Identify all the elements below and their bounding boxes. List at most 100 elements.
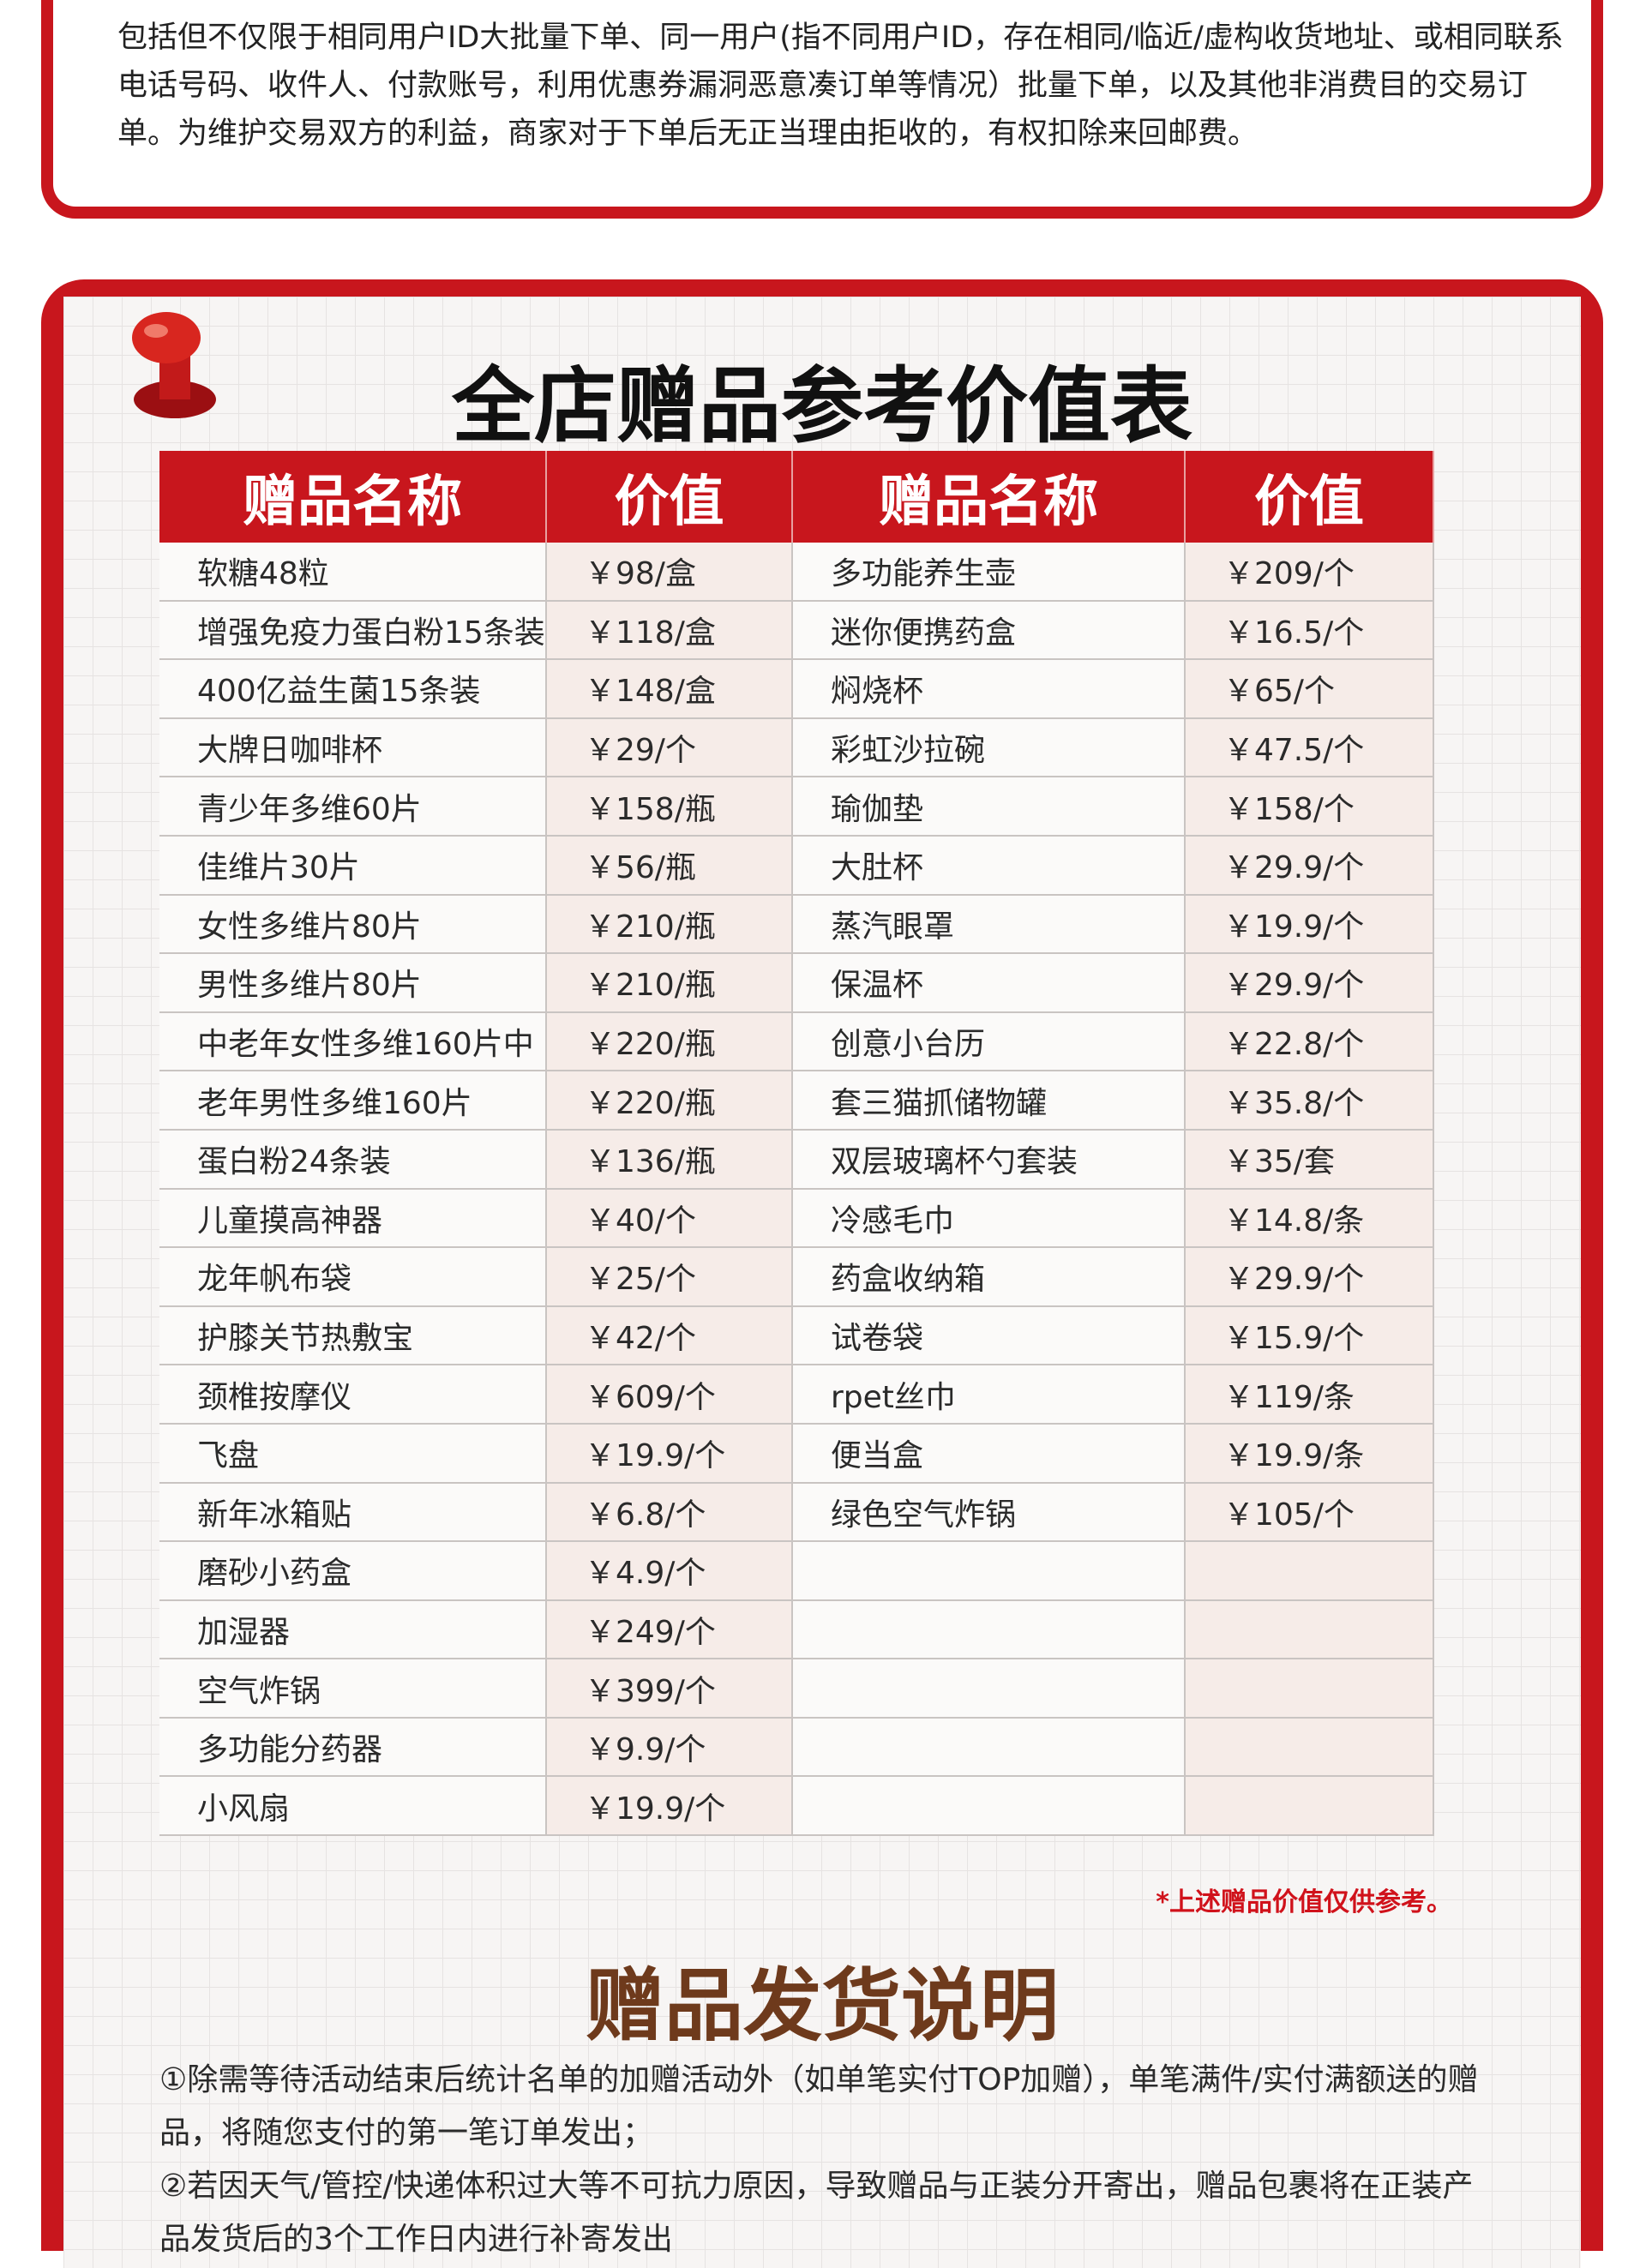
gift-name: 软糖48粒 [159, 543, 547, 600]
gift-value: ￥19.9/条 [1186, 1424, 1434, 1482]
shipping-item: ②若因天气/管控/快递体积过大等不可抗力原因，导致赠品与正装分开寄出，赠品包裹将… [159, 2169, 1474, 2257]
paper: 全店赠品参考价值表 赠品名称 价值 赠品名称 价值 软糖48粒 ￥98/盒 多功能养生壶 ￥2… [63, 297, 1581, 2268]
gift-value [1186, 1777, 1434, 1835]
gift-name: 创意小台历 [793, 1012, 1186, 1071]
gift-value: ￥209/个 [1186, 543, 1434, 600]
table-row: 大牌日咖啡杯 ￥29/个 彩虹沙拉碗 ￥47.5/个 [159, 718, 1434, 778]
gift-value: ￥6.8/个 [547, 1483, 793, 1541]
gift-value: ￥56/瓶 [547, 836, 793, 894]
gift-name: 加湿器 [159, 1600, 547, 1659]
gift-card: 全店赠品参考价值表 赠品名称 价值 赠品名称 价值 软糖48粒 ￥98/盒 多功能养生壶 ￥2… [41, 279, 1603, 2268]
gift-name [793, 1777, 1186, 1835]
gift-value [1186, 1542, 1434, 1599]
gift-value: ￥105/个 [1186, 1483, 1434, 1541]
table-note: *上述赠品价值仅供参考。 [1156, 1887, 1452, 1917]
gift-name: 增强免疫力蛋白粉15条装 [159, 601, 547, 659]
gift-value: ￥249/个 [547, 1600, 793, 1659]
gift-name: 中老年女性多维160片中 [159, 1012, 547, 1071]
gift-value: ￥29.9/个 [1186, 1248, 1434, 1305]
gift-value [1186, 1718, 1434, 1776]
gift-name: 药盒收纳箱 [793, 1248, 1186, 1305]
gift-value [1186, 1600, 1434, 1659]
gift-table: 赠品名称 价值 赠品名称 价值 软糖48粒 ￥98/盒 多功能养生壶 ￥209/个 增强免疫力蛋… [159, 451, 1434, 1837]
gift-name: 保温杯 [793, 954, 1186, 1011]
gift-value: ￥9.9/个 [547, 1718, 793, 1776]
gift-name: 套三猫抓储物罐 [793, 1071, 1186, 1129]
header-cell: 价值 [1186, 451, 1434, 543]
gift-name: 多功能分药器 [159, 1718, 547, 1776]
gift-value: ￥98/盒 [547, 543, 793, 600]
gift-name [793, 1659, 1186, 1717]
table-row: 磨砂小药盒 ￥4.9/个 [159, 1542, 1434, 1601]
table-row: 女性多维片80片 ￥210/瓶 蒸汽眼罩 ￥19.9/个 [159, 895, 1434, 955]
header-cell: 赠品名称 [793, 451, 1186, 543]
gift-value: ￥136/瓶 [547, 1130, 793, 1188]
table-row: 青少年多维60片 ￥158/瓶 瑜伽垫 ￥158/个 [159, 777, 1434, 837]
gift-name: 小风扇 [159, 1777, 547, 1835]
gift-value: ￥35.8/个 [1186, 1071, 1434, 1129]
gift-value: ￥148/盒 [547, 660, 793, 717]
gift-name [793, 1542, 1186, 1599]
table-row: 护膝关节热敷宝 ￥42/个 试卷袋 ￥15.9/个 [159, 1306, 1434, 1366]
shipping-notes: ①除需等待活动结束后统计名单的加赠活动外（如单笔实付TOP加赠），单笔满件/实付… [159, 2054, 1497, 2266]
gift-value: ￥220/瓶 [547, 1071, 793, 1129]
gift-name: 磨砂小药盒 [159, 1542, 547, 1599]
pushpin [132, 312, 216, 418]
gift-value: ￥220/瓶 [547, 1012, 793, 1071]
gift-value: ￥4.9/个 [547, 1542, 793, 1599]
gift-value: ￥22.8/个 [1186, 1012, 1434, 1071]
gift-value: ￥399/个 [547, 1659, 793, 1717]
gift-name: 冷感毛巾 [793, 1189, 1186, 1247]
gift-value: ￥19.9/个 [547, 1777, 793, 1835]
table-row: 软糖48粒 ￥98/盒 多功能养生壶 ￥209/个 [159, 543, 1434, 602]
gift-name: 便当盒 [793, 1424, 1186, 1482]
table-row: 400亿益生菌15条装 ￥148/盒 焖烧杯 ￥65/个 [159, 660, 1434, 719]
gift-value: ￥25/个 [547, 1248, 793, 1305]
gift-name: 飞盘 [159, 1424, 547, 1482]
gift-value: ￥119/条 [1186, 1365, 1434, 1423]
table-row: 老年男性多维160片 ￥220/瓶 套三猫抓储物罐 ￥35.8/个 [159, 1071, 1434, 1131]
gift-value: ￥29/个 [547, 718, 793, 777]
shipping-title: 赠品发货说明 [585, 1960, 1059, 2052]
gift-value: ￥16.5/个 [1186, 601, 1434, 659]
notice-card: 包括但不仅限于相同用户ID大批量下单、同一用户(指不同用户ID，存在相同/临近/… [41, 0, 1603, 219]
gift-name: 多功能养生壶 [793, 543, 1186, 600]
table-row: 颈椎按摩仪 ￥609/个 rpet丝巾 ￥119/条 [159, 1365, 1434, 1425]
gift-name: 彩虹沙拉碗 [793, 718, 1186, 777]
header-cell: 价值 [547, 451, 793, 543]
gift-name: 龙年帆布袋 [159, 1248, 547, 1305]
gift-value: ￥29.9/个 [1186, 954, 1434, 1011]
gift-name: 佳维片30片 [159, 836, 547, 894]
gift-value: ￥65/个 [1186, 660, 1434, 717]
header-cell: 赠品名称 [159, 451, 547, 543]
gift-value: ￥19.9/个 [1186, 895, 1434, 953]
gift-name: 新年冰箱贴 [159, 1483, 547, 1541]
gift-value: ￥35/套 [1186, 1130, 1434, 1188]
gift-name: 绿色空气炸锅 [793, 1483, 1186, 1541]
table-row: 龙年帆布袋 ￥25/个 药盒收纳箱 ￥29.9/个 [159, 1248, 1434, 1307]
gift-name: 蛋白粉24条装 [159, 1130, 547, 1188]
gift-name: 试卷袋 [793, 1306, 1186, 1365]
table-row: 增强免疫力蛋白粉15条装 ￥118/盒 迷你便携药盒 ￥16.5/个 [159, 601, 1434, 661]
gift-name: 大牌日咖啡杯 [159, 718, 547, 777]
gift-value: ￥210/瓶 [547, 954, 793, 1011]
gift-name: 护膝关节热敷宝 [159, 1306, 547, 1365]
gift-value: ￥158/瓶 [547, 777, 793, 835]
table-row: 蛋白粉24条装 ￥136/瓶 双层玻璃杯勺套装 ￥35/套 [159, 1130, 1434, 1190]
table-title: 全店赠品参考价值表 [452, 358, 1192, 454]
gift-name: 女性多维片80片 [159, 895, 547, 953]
table-row: 新年冰箱贴 ￥6.8/个 绿色空气炸锅 ￥105/个 [159, 1483, 1434, 1543]
page: 包括但不仅限于相同用户ID大批量下单、同一用户(指不同用户ID，存在相同/临近/… [41, 0, 1603, 2268]
gift-name: 青少年多维60片 [159, 777, 547, 835]
gift-name: 儿童摸高神器 [159, 1189, 547, 1247]
gift-name: 400亿益生菌15条装 [159, 660, 547, 717]
gift-name: 大肚杯 [793, 836, 1186, 894]
gift-name: 焖烧杯 [793, 660, 1186, 717]
table-row: 小风扇 ￥19.9/个 [159, 1777, 1434, 1837]
table-row: 儿童摸高神器 ￥40/个 冷感毛巾 ￥14.8/条 [159, 1189, 1434, 1249]
gift-name [793, 1600, 1186, 1659]
gift-name: 双层玻璃杯勺套装 [793, 1130, 1186, 1188]
header-row: 赠品名称 价值 赠品名称 价值 [159, 451, 1434, 543]
table-row: 佳维片30片 ￥56/瓶 大肚杯 ￥29.9/个 [159, 836, 1434, 896]
gift-value: ￥15.9/个 [1186, 1306, 1434, 1365]
